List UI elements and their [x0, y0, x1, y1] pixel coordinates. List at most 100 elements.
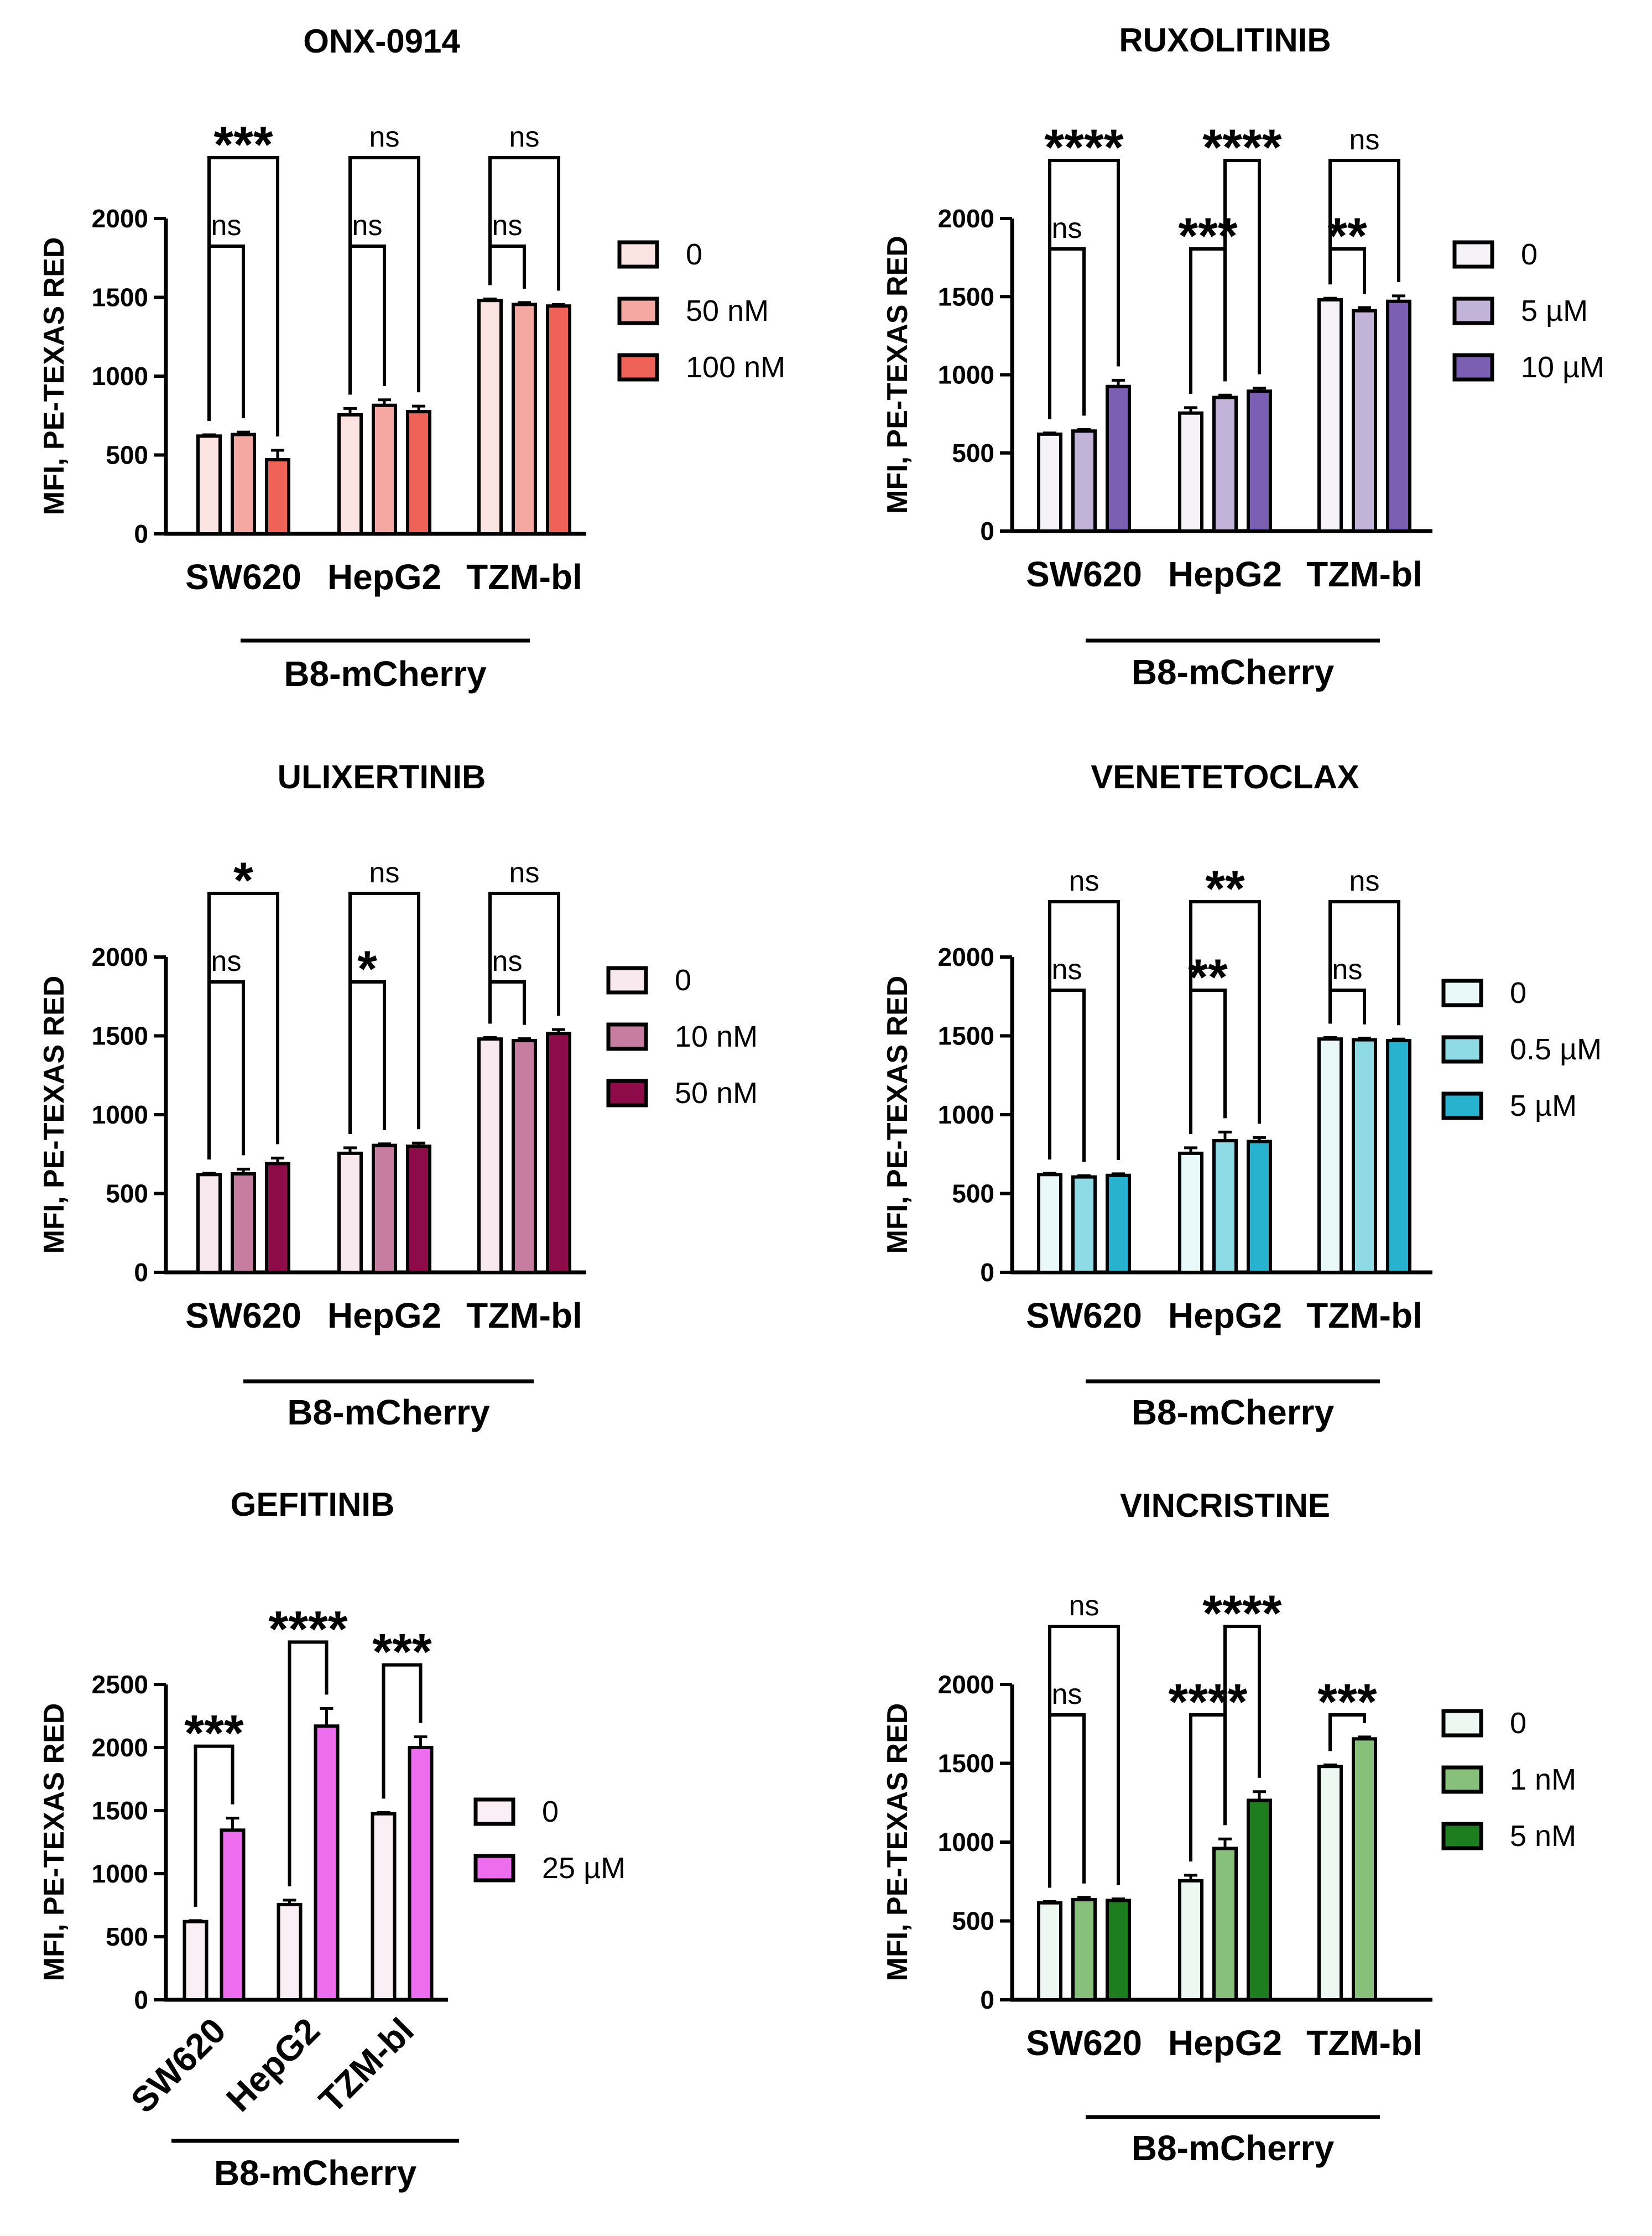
legend-label: 25 µM [542, 1852, 626, 1885]
chart-panel-3: ULIXERTINIB 0 500 1000 1500 2000 MFI, PE-TEXAS… [38, 758, 758, 1432]
y-axis-label: MFI, PE-TEXAS RED [38, 976, 70, 1254]
bar-TZM-bl-2 [1386, 1039, 1411, 1275]
significance-bracket [1189, 900, 1261, 1134]
bar-TZM-bl-2 [546, 304, 571, 535]
significance-bracket [1223, 1625, 1261, 1826]
significance-label: *** [1178, 208, 1238, 264]
bar-SW620-1 [1071, 1175, 1097, 1274]
x-category-label: SW620 [185, 557, 301, 597]
significance-label: *** [184, 1705, 244, 1762]
significance-bracket [1328, 900, 1400, 1026]
x-category-label: TZM-bl [1306, 2023, 1422, 2063]
bar-HepG2-2 [1247, 1798, 1272, 2002]
significance-bracket [348, 980, 386, 1134]
x-category-label: TZM-bl [311, 2010, 421, 2120]
significance-label: * [233, 852, 253, 909]
chart-panel-5: GEFITINIB 0 500 1000 1500 2000 2500 MFI, PE-TEX… [38, 1486, 626, 2193]
significance-label: *** [213, 117, 273, 173]
y-tick-label: 2000 [938, 1670, 994, 1699]
chart-title: ONX-0914 [303, 23, 460, 60]
bar-TZM-bl-0 [1317, 1765, 1343, 2001]
significance-label: ns [211, 210, 242, 242]
significance-bracket [348, 892, 420, 1134]
significance-bracket [1328, 1713, 1366, 1751]
bar-HepG2-1 [1212, 1139, 1238, 1274]
legend-label: 10 nM [675, 1020, 758, 1053]
bar-HepG2-0 [1178, 411, 1203, 533]
y-tick-label: 500 [106, 1179, 148, 1208]
bar-SW620-0 [1037, 1173, 1062, 1275]
legend-swatch [1452, 297, 1494, 325]
chart-title: RUXOLITINIB [1119, 22, 1331, 59]
y-tick-label: 1500 [938, 282, 994, 311]
y-tick-label: 2000 [92, 943, 148, 971]
significance-label: ns [369, 857, 400, 889]
x-category-label: SW620 [1026, 554, 1142, 594]
x-category-label: SW620 [123, 2010, 233, 2120]
significance-label: ns [492, 945, 523, 977]
chart-title: VINCRISTINE [1120, 1487, 1330, 1524]
significance-label: ns [1069, 1590, 1099, 1622]
significance-label: ns [1349, 124, 1380, 156]
y-tick-label: 1500 [938, 1749, 994, 1778]
bar-TZM-bl-0 [477, 299, 503, 535]
significance-label: *** [372, 1624, 432, 1681]
significance-label: ns [369, 121, 400, 153]
significance-label: ns [1052, 954, 1082, 986]
bar-TZM-bl-1 [512, 303, 537, 535]
y-tick-label: 1000 [92, 362, 148, 391]
x-category-label: SW620 [185, 1296, 301, 1335]
y-tick-label: 1500 [938, 1022, 994, 1051]
significance-bracket [1048, 1713, 1086, 1888]
significance-label: **** [1202, 1585, 1281, 1642]
legend-swatch [1441, 1765, 1483, 1794]
group-label: B8-mCherry [1132, 1392, 1335, 1432]
legend-swatch [1441, 1035, 1483, 1064]
bar-HepG2-0 [1178, 1151, 1203, 1274]
legend-swatch [473, 1854, 515, 1883]
significance-label: **** [268, 1601, 347, 1657]
y-tick-label: 2000 [938, 204, 994, 233]
bar-SW620-2 [265, 1162, 290, 1275]
bar-SW620-2 [1106, 384, 1131, 533]
significance-bracket [1048, 900, 1120, 1160]
x-category-label: HepG2 [218, 2010, 327, 2119]
bar-TZM-bl-1 [1352, 1737, 1377, 2001]
significance-bracket [207, 245, 245, 422]
group-label: B8-mCherry [287, 1392, 490, 1432]
y-axis-label: MFI, PE-TEXAS RED [38, 237, 70, 516]
bar-SW620-2 [1106, 1173, 1131, 1275]
y-tick-label: 1500 [92, 1022, 148, 1051]
legend-label: 0 [686, 238, 702, 271]
legend-label: 1 nM [1510, 1763, 1576, 1796]
significance-bracket [1048, 1625, 1120, 1888]
group-label: B8-mCherry [1132, 2128, 1335, 2168]
significance-bracket [382, 1663, 423, 1799]
bar-TZM-bl-2 [546, 1032, 571, 1274]
legend-label: 5 µM [1510, 1089, 1577, 1122]
legend-swatch [1452, 353, 1494, 382]
chart-title: ULIXERTINIB [278, 758, 486, 795]
bar-HepG2-1 [1212, 396, 1238, 533]
bar-HepG2-2 [1247, 1140, 1272, 1274]
significance-bracket [1223, 159, 1261, 382]
bar-HepG2-1 [372, 403, 397, 535]
bar-TZM-bl-0 [371, 1812, 397, 2001]
y-tick-label: 2500 [92, 1670, 148, 1699]
bar-HepG2-0 [337, 413, 363, 536]
legend-swatch [1441, 979, 1483, 1007]
y-tick-label: 1500 [92, 283, 148, 312]
significance-label: **** [1202, 119, 1281, 176]
significance-label: **** [1168, 1674, 1247, 1730]
significance-label: *** [1317, 1674, 1377, 1730]
y-tick-label: 500 [952, 439, 994, 467]
bar-TZM-bl-1 [1352, 309, 1377, 533]
y-tick-label: 2000 [92, 1733, 148, 1762]
y-tick-label: 0 [134, 519, 148, 548]
significance-label: ns [1052, 212, 1082, 245]
x-category-label: TZM-bl [1306, 1296, 1422, 1335]
bar-SW620-1 [220, 1828, 246, 2002]
bar-TZM-bl-0 [1317, 1037, 1343, 1274]
legend-label: 5 nM [1510, 1819, 1576, 1853]
legend-label: 100 nM [686, 351, 785, 384]
